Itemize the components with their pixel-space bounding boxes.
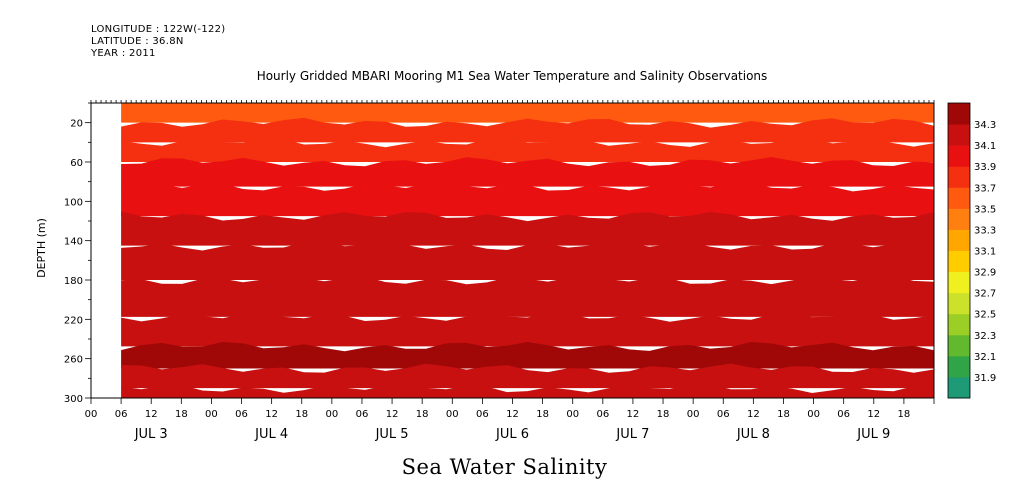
salinity-band	[121, 312, 935, 347]
y-tick-label: 300	[64, 394, 83, 405]
colorbar-label: 31.9	[974, 373, 996, 384]
x-hour-tick-label: 06	[717, 409, 730, 420]
x-hour-tick-label: 18	[416, 409, 429, 420]
y-tick-label: 260	[64, 355, 83, 366]
x-hour-tick-label: 06	[837, 409, 850, 420]
salinity-band	[121, 383, 935, 398]
x-hour-tick-label: 18	[536, 409, 549, 420]
y-tick-label: 140	[64, 237, 83, 248]
x-day-label: JUL 8	[736, 427, 770, 442]
x-hour-tick-label: 18	[657, 409, 670, 420]
colorbar-label: 32.7	[974, 289, 996, 300]
colorbar-label: 33.7	[974, 183, 996, 194]
colorbar-segment	[948, 355, 970, 378]
colorbar-label: 34.3	[974, 120, 996, 131]
x-day-label: JUL 7	[615, 427, 649, 442]
y-tick-label: 20	[70, 119, 83, 130]
colorbar-segment	[948, 124, 970, 146]
x-hour-tick-label: 00	[85, 409, 98, 420]
y-tick-label: 220	[64, 315, 83, 326]
x-hour-tick-label: 18	[175, 409, 188, 420]
y-tick-label: 100	[64, 197, 83, 208]
y-axis-label: DEPTH (m)	[35, 218, 48, 278]
x-hour-tick-label: 00	[566, 409, 579, 420]
salinity-band	[121, 138, 935, 162]
salinity-band	[121, 103, 935, 123]
colorbar-label: 34.1	[974, 141, 996, 152]
chart-title: Hourly Gridded MBARI Mooring M1 Sea Wate…	[257, 69, 768, 83]
x-day-label: JUL 5	[375, 427, 409, 442]
colorbar-segment	[948, 376, 970, 399]
x-hour-tick-label: 00	[205, 409, 218, 420]
x-hour-tick-label: 12	[145, 409, 158, 420]
x-hour-tick-label: 06	[356, 409, 369, 420]
colorbar-label: 32.3	[974, 331, 996, 342]
salinity-band	[121, 275, 935, 317]
colorbar-segment	[948, 166, 970, 188]
x-hour-tick-label: 12	[386, 409, 399, 420]
y-tick-label: 180	[64, 276, 83, 287]
longitude-label: LONGITUDE : 122W(-122)	[91, 24, 226, 35]
x-hour-tick-label: 00	[687, 409, 700, 420]
x-hour-tick-label: 00	[807, 409, 820, 420]
colorbar-segment	[948, 145, 970, 167]
axes: 00 06 12 18 00 06 12 18 00 06 12 18 00 06 12 18 00 06 12 18…	[64, 100, 935, 442]
x-hour-tick-label: 18	[777, 409, 790, 420]
colorbar-label: 33.5	[974, 204, 996, 215]
salinity-band	[121, 117, 935, 143]
year-label: YEAR : 2011	[91, 48, 156, 59]
x-hour-tick-label: 12	[747, 409, 760, 420]
latitude-label: LATITUDE : 36.8N	[91, 36, 184, 47]
colorbar-label: 32.9	[974, 268, 996, 279]
x-day-label: JUL 3	[134, 427, 168, 442]
colorbar-label: 32.1	[974, 352, 996, 363]
colorbar-segment	[948, 103, 970, 125]
salinity-band	[121, 363, 935, 389]
salinity-band	[121, 342, 935, 369]
x-hour-tick-label: 00	[325, 409, 338, 420]
x-hour-tick-label: 06	[596, 409, 609, 420]
salinity-band	[121, 240, 935, 280]
colorbar-label: 33.1	[974, 247, 996, 258]
colorbar: 31.9 32.1 32.3 32.5 32.7 32.9 33.1 33.3 33.5 33.7…	[947, 102, 996, 399]
x-hour-tick-label: 12	[867, 409, 880, 420]
colorbar-segment	[948, 334, 970, 357]
colorbar-segment	[948, 292, 970, 315]
x-hour-tick-label: 06	[115, 409, 128, 420]
x-hour-tick-label: 06	[235, 409, 248, 420]
x-hour-tick-label: 06	[476, 409, 489, 420]
x-day-label: JUL 4	[254, 427, 288, 442]
colorbar-segment	[948, 187, 970, 209]
x-hour-tick-label: 12	[627, 409, 640, 420]
colorbar-frame	[947, 102, 971, 399]
x-hour-tick-label: 00	[446, 409, 459, 420]
y-tick-label: 60	[70, 158, 83, 169]
colorbar-segment	[948, 271, 970, 294]
metadata-block: LONGITUDE : 122W(-122) LATITUDE : 36.8N …	[91, 24, 226, 60]
salinity-band	[121, 157, 935, 187]
salinity-band	[121, 211, 935, 246]
x-hour-tick-label: 12	[265, 409, 278, 420]
colorbar-segment	[948, 313, 970, 336]
colorbar-label: 33.3	[974, 225, 996, 236]
plot-area	[90, 102, 935, 399]
variable-title: Sea Water Salinity	[401, 455, 608, 479]
colorbar-label: 33.9	[974, 162, 996, 173]
colorbar-segment	[948, 250, 970, 273]
colorbar-segment	[948, 229, 970, 251]
colorbar-segment	[948, 208, 970, 230]
colorbar-label: 32.5	[974, 310, 996, 321]
x-hour-tick-label: 18	[898, 409, 911, 420]
salinity-band	[121, 181, 935, 217]
x-hour-tick-label: 12	[506, 409, 519, 420]
x-day-label: JUL 9	[856, 427, 890, 442]
x-hour-tick-label: 18	[295, 409, 308, 420]
x-day-label: JUL 6	[495, 427, 529, 442]
